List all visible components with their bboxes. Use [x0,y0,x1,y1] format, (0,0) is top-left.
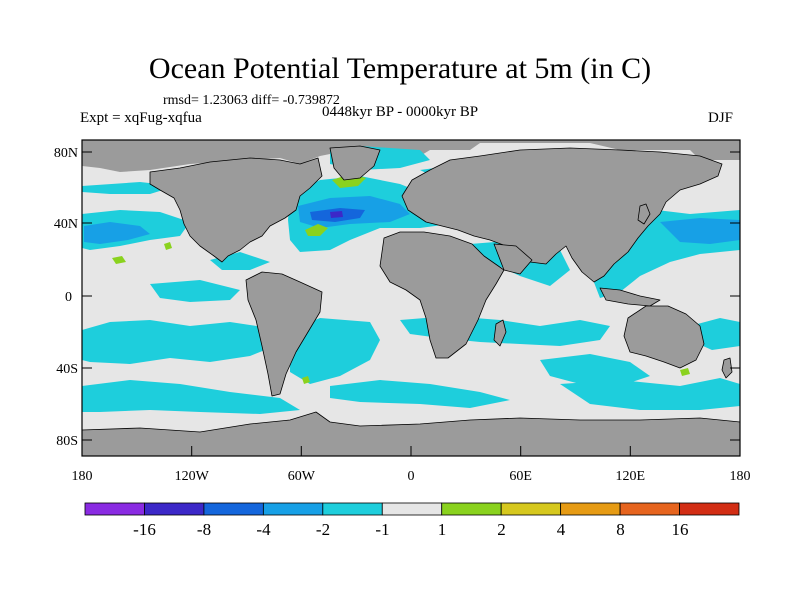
colorbar-swatch-11 [679,502,740,516]
north-america [149,157,323,263]
cooling-anomalies [82,146,740,414]
experiment-label: Expt = xqFug-xqfua [80,110,202,126]
colorbar-swatch-8 [500,502,562,516]
japan [637,203,651,225]
y-label-0: 0 [65,290,72,305]
colorbar-swatch-4 [262,502,324,516]
colorbar-label-6: 1 [438,520,447,539]
y-label-40s: 40S [56,362,78,377]
colorbar-label-7: 2 [497,520,506,539]
colorbar-label-5: -1 [375,520,389,539]
y-label-40n: 40N [54,217,78,232]
x-axis-labels: 180 120W 60W 0 60E 120E 180 [72,469,751,484]
colorbar-swatch-1 [84,502,145,516]
colorbar-label-9: 8 [616,520,625,539]
south-america [245,271,323,397]
x-label-0: 0 [408,469,415,484]
stats-line: rmsd= 1.23063 diff= -0.739872 [163,93,340,108]
colorbar-swatch-6 [381,502,443,516]
colorbar-swatch-5 [322,502,383,516]
colorbar-swatch-9 [560,502,621,516]
colorbar-label-3: -4 [256,520,271,539]
africa [379,231,505,359]
y-axis-labels: 80N 40N 0 40S 80S [54,146,78,449]
x-label-60w: 60W [288,469,316,484]
colorbar [84,502,740,516]
y-label-80n: 80N [54,146,78,161]
x-label-60e: 60E [509,469,532,484]
land-masses [82,145,740,456]
australia [623,305,705,369]
colorbar-label-10: 16 [672,520,689,539]
map-title: Ocean Potential Temperature at 5m (in C) [148,52,652,85]
arabia [493,243,533,275]
y-axis-ticks [82,151,740,441]
x-label-180w: 180 [72,469,93,484]
colorbar-swatch-7 [441,502,502,516]
colorbar-swatch-10 [619,502,680,516]
madagascar [493,319,507,347]
colorbar-swatch-3 [203,502,264,516]
greenland [329,145,381,181]
x-label-120e: 120E [616,469,646,484]
colorbar-swatch-2 [144,502,205,516]
colorbar-label-1: -16 [133,520,156,539]
antarctica [82,411,740,456]
colorbar-label-8: 4 [557,520,566,539]
indonesia [599,287,661,307]
period-label: 0448kyr BP - 0000kyr BP [322,104,479,120]
x-axis-ticks [81,446,741,456]
colorbar-label-4: -2 [316,520,330,539]
x-label-180e: 180 [730,469,751,484]
new-zealand [721,357,733,379]
colorbar-label-2: -8 [197,520,211,539]
x-label-120w: 120W [175,469,210,484]
colorbar-labels: -16 -8 -4 -2 -1 1 2 4 8 16 [133,520,688,539]
y-label-80s: 80S [56,434,78,449]
season-label: DJF [708,110,734,126]
